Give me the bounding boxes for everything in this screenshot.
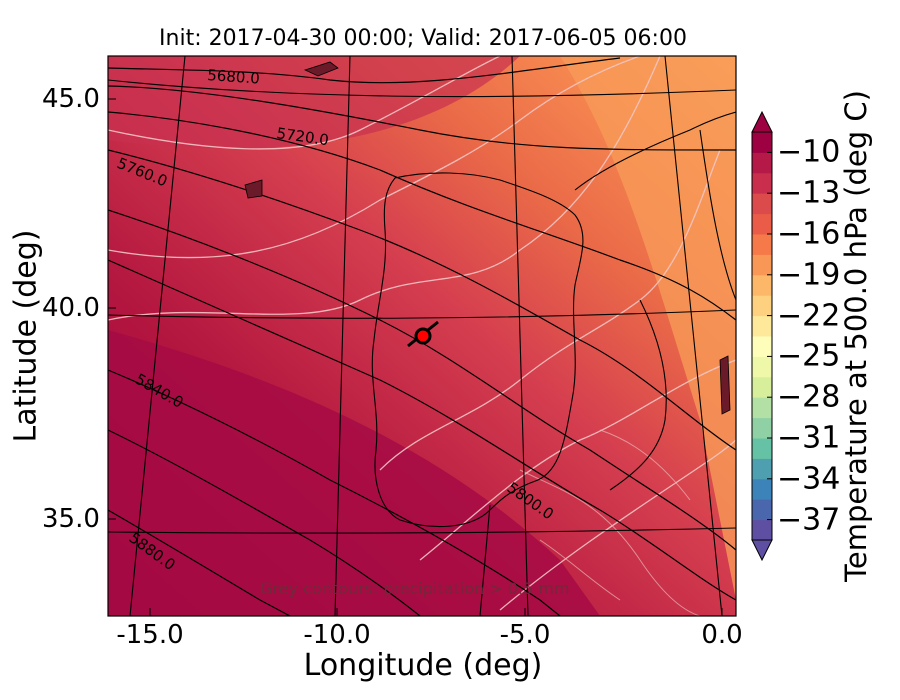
location-marker: [407, 320, 439, 348]
precipitation-contours: [519, 429, 701, 616]
colorbar-segment: [752, 254, 772, 276]
colorbar-max-arrow: [751, 110, 773, 133]
x-tick-label: -15.0: [116, 620, 184, 650]
colorbar-segment: [752, 356, 772, 378]
colorbar-segment: [752, 274, 772, 296]
y-tick-label: 35.0: [42, 504, 100, 534]
colorbar-tick-label: −19: [777, 257, 841, 293]
colorbar-segment: [752, 132, 772, 153]
x-axis-label: Longitude (deg): [303, 648, 543, 683]
colorbar-segment: [752, 458, 772, 480]
colorbar-tick-label: −22: [777, 298, 841, 334]
x-tick-label: 0.0: [701, 620, 743, 650]
x-tick-label: -10.0: [303, 620, 371, 650]
colorbar-tick-label: −37: [777, 502, 841, 538]
colorbar-frame: [751, 131, 773, 541]
y-tick-label: 45.0: [42, 84, 100, 114]
coastlines: [371, 111, 736, 616]
islands: [244, 61, 731, 415]
colorbar-tick-label: −34: [777, 461, 841, 497]
colorbar-segment: [752, 417, 772, 439]
colorbar-tick-label: −16: [777, 216, 841, 252]
colorbar-segment: [752, 295, 772, 317]
colorbar-segment: [752, 193, 772, 215]
colorbar-segment: [752, 234, 772, 255]
colorbar: [751, 110, 773, 562]
colorbar-segment: [752, 315, 772, 337]
y-tick-label: 40.0: [42, 293, 100, 323]
tick-marks: [108, 98, 723, 616]
colorbar-tick-label: −31: [777, 420, 841, 456]
temperature-band-light: [560, 56, 736, 600]
precipitation-note: Grey contours: precipitation > 0.5 mm: [260, 579, 569, 598]
height-contours: [108, 57, 736, 616]
colorbar-tick-label: −13: [777, 175, 841, 211]
colorbar-segment: [752, 397, 772, 419]
colorbar-tick-label: −25: [777, 338, 841, 374]
map-title: Init: 2017-04-30 00:00; Valid: 2017-06-0…: [159, 26, 687, 51]
temperature-contours: [108, 56, 736, 611]
colorbar-min-arrow: [751, 539, 773, 562]
y-axis-label: Latitude (deg): [8, 229, 44, 443]
colorbar-segment: [752, 376, 772, 398]
colorbar-segment: [752, 172, 772, 194]
colorbar-tick-label: −28: [777, 379, 841, 415]
colorbar-tick-label: −10: [777, 134, 841, 170]
colorbar-segment: [752, 152, 772, 174]
colorbar-segment: [752, 213, 772, 235]
colorbar-segment: [752, 438, 772, 459]
colorbar-segment: [752, 499, 772, 521]
colorbar-segment: [752, 336, 772, 357]
graticule: [108, 56, 736, 616]
colorbar-segment: [752, 519, 772, 541]
contour-label: 5680.0: [207, 66, 261, 88]
colorbar-label: Temperature at 500.0 hPa (deg C): [839, 90, 873, 582]
colorbar-segment: [752, 478, 772, 500]
x-tick-label: -5.0: [499, 620, 551, 650]
axes-frame: [107, 55, 737, 617]
temperature-band-dark: [108, 330, 600, 616]
